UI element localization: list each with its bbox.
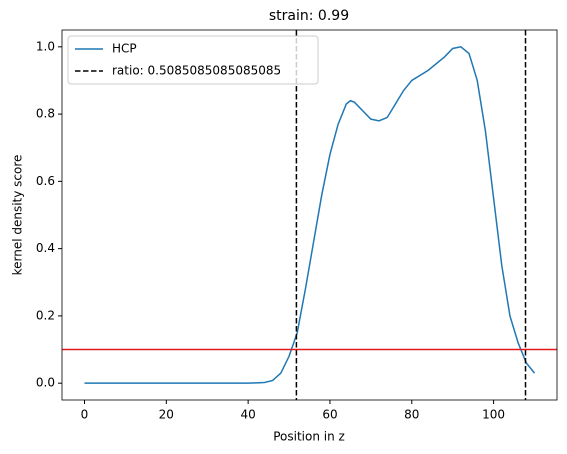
y-tick-label: 0.4 — [36, 241, 55, 255]
plot-frame — [61, 29, 558, 401]
x-tick-label: 0 — [81, 408, 89, 422]
x-tick-label: 100 — [482, 408, 505, 422]
x-tick-label: 20 — [159, 408, 174, 422]
chart-title: strain: 0.99 — [269, 8, 349, 24]
x-tick-label: 60 — [322, 408, 337, 422]
y-tick-label: 0.2 — [36, 308, 55, 322]
legend-label: ratio: 0.5085085085085085 — [112, 64, 281, 78]
x-axis-label: Position in z — [273, 430, 345, 444]
legend-label: HCP — [112, 42, 137, 56]
y-tick-label: 0.8 — [36, 107, 55, 121]
line-series — [84, 46, 536, 384]
x-tick-label: 80 — [404, 408, 419, 422]
y-axis-label: kernel density score — [11, 155, 25, 276]
y-tick-label: 0.0 — [36, 376, 55, 390]
legend-box — [67, 35, 319, 85]
y-tick-label: 0.6 — [36, 174, 55, 188]
y-tick-label: 1.0 — [36, 39, 55, 53]
x-tick-label: 40 — [240, 408, 255, 422]
